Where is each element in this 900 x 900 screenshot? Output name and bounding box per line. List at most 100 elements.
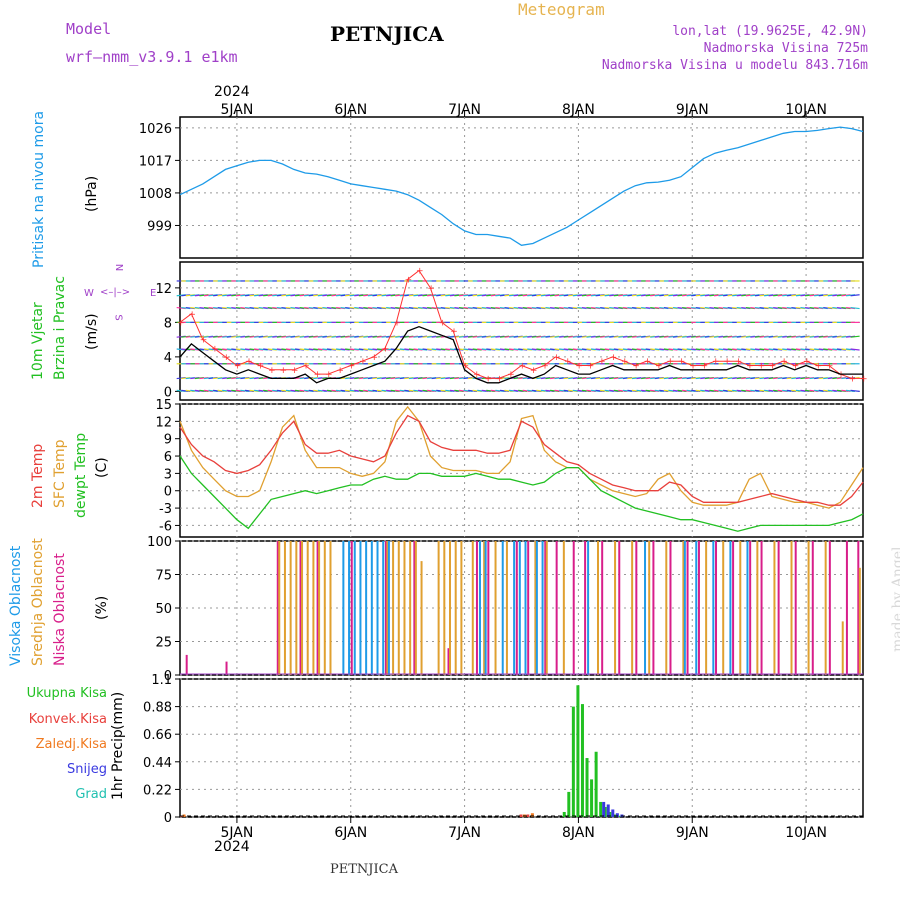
sfc-temp-line bbox=[179, 405, 864, 509]
cloud-bar bbox=[857, 541, 860, 675]
cloud-bar bbox=[845, 541, 848, 675]
gust-mark: + bbox=[814, 362, 822, 372]
gust-mark: + bbox=[792, 362, 800, 372]
gust-mark: + bbox=[803, 357, 811, 367]
cloud-bar bbox=[518, 541, 521, 675]
gust-mark: + bbox=[678, 357, 686, 367]
cloud-bar bbox=[359, 541, 362, 675]
ytick-label-1-3: 0 bbox=[164, 385, 172, 400]
gust-mark: + bbox=[541, 362, 549, 372]
cloud-bar bbox=[665, 541, 668, 675]
cloud-bar bbox=[669, 541, 672, 675]
cloud-bar bbox=[501, 541, 504, 675]
xtick-bottom-label-2: 7JAN bbox=[448, 825, 481, 841]
gust-mark: + bbox=[359, 357, 367, 367]
cloud-bar bbox=[437, 541, 440, 675]
precip-bar bbox=[603, 806, 607, 817]
coords-text: lon,lat (19.9625E, 42.9N) bbox=[672, 24, 868, 39]
ytick-label-1-2: 4 bbox=[164, 351, 172, 366]
cloud-bar bbox=[323, 541, 326, 675]
compass-east: E bbox=[150, 288, 157, 299]
compass-west: W bbox=[84, 288, 94, 299]
cloud-bar bbox=[329, 541, 332, 675]
cloud-bar bbox=[185, 654, 188, 675]
cloud-bar bbox=[682, 541, 685, 675]
cloud-bar bbox=[601, 541, 604, 675]
cloud-bar bbox=[828, 541, 831, 675]
cloud-bar bbox=[790, 541, 793, 675]
gust-mark: + bbox=[416, 267, 424, 277]
gust-mark: + bbox=[200, 336, 208, 346]
cloud-bar bbox=[225, 661, 228, 675]
wind-arrow bbox=[850, 306, 860, 310]
precip-bar bbox=[615, 813, 619, 817]
cloud-bar bbox=[739, 541, 742, 675]
cloud-bar bbox=[824, 541, 827, 675]
xtick-bottom-label-3: 8JAN bbox=[562, 825, 595, 841]
ytick-label-4-0: 1.1 bbox=[151, 673, 172, 688]
gust-line bbox=[179, 269, 863, 379]
cloud-bar bbox=[631, 541, 634, 675]
gust-mark: + bbox=[484, 374, 492, 384]
precip-bar bbox=[602, 801, 606, 817]
wind-speed-line bbox=[179, 326, 863, 384]
precip-bar bbox=[182, 814, 186, 817]
cloud-bar bbox=[596, 541, 599, 675]
cloud-bar bbox=[299, 541, 302, 675]
cloud-bar bbox=[858, 567, 861, 675]
ytick-label-3-1: 75 bbox=[155, 569, 172, 584]
ytick-label-0-3: 999 bbox=[147, 219, 172, 234]
ytick-label-2-4: 3 bbox=[164, 467, 172, 482]
gust-mark: + bbox=[746, 362, 754, 372]
precip-bar bbox=[585, 758, 589, 817]
xtick-bottom-label-5: 10JAN bbox=[785, 825, 827, 841]
panel-frame-4 bbox=[179, 678, 864, 818]
precip-bar bbox=[599, 801, 603, 817]
gust-mark: + bbox=[849, 374, 857, 384]
gust-mark: + bbox=[257, 362, 265, 372]
cloud-bar bbox=[487, 541, 490, 675]
precip-bar bbox=[519, 814, 523, 817]
cloud-bar bbox=[614, 541, 617, 675]
gust-mark: + bbox=[860, 374, 868, 384]
cloud-bar bbox=[513, 541, 516, 675]
xtick-top-label-3: 8JAN bbox=[562, 102, 595, 118]
gust-mark: + bbox=[621, 357, 629, 367]
cloud-bar bbox=[587, 541, 590, 675]
cloud-bar bbox=[350, 541, 353, 675]
ytick-label-4-3: 0.44 bbox=[143, 756, 172, 771]
ytick-label-0-2: 1008 bbox=[139, 187, 172, 202]
gust-mark: + bbox=[245, 357, 253, 367]
cloud-bar bbox=[749, 541, 752, 675]
gust-mark: + bbox=[507, 370, 515, 380]
cloud-bar bbox=[697, 541, 700, 675]
cloud-bar bbox=[397, 541, 400, 675]
gust-mark: + bbox=[439, 318, 447, 328]
gust-mark: + bbox=[188, 310, 196, 320]
year-top: 2024 bbox=[214, 84, 250, 100]
precip-bar bbox=[608, 811, 612, 817]
cloud-bar bbox=[760, 541, 763, 675]
xtick-bottom-label-1: 6JAN bbox=[334, 825, 367, 841]
cloud-bar bbox=[544, 541, 547, 675]
gust-mark: + bbox=[314, 370, 322, 380]
cloud-bar bbox=[705, 541, 708, 675]
precip-bar bbox=[611, 809, 615, 817]
cloud-bar bbox=[695, 541, 698, 675]
gust-mark: + bbox=[780, 357, 788, 367]
gust-mark: + bbox=[735, 357, 743, 367]
model-elevation-text: Nadmorska Visina u modelu 843.716m bbox=[601, 58, 868, 73]
cloud-bar bbox=[447, 648, 450, 675]
xtick-top-label-4: 9JAN bbox=[676, 102, 709, 118]
cloud-bar bbox=[454, 541, 457, 675]
cloud-bar bbox=[289, 541, 292, 675]
cloud-bar bbox=[729, 541, 732, 675]
gust-mark: + bbox=[325, 370, 333, 380]
cloud-bar bbox=[475, 541, 478, 675]
precip-bar bbox=[590, 779, 594, 817]
cloud-bar bbox=[484, 541, 487, 675]
cloud-bar bbox=[420, 561, 423, 675]
xtick-top-label-2: 7JAN bbox=[448, 102, 481, 118]
gust-mark: + bbox=[348, 362, 356, 372]
gust-mark: + bbox=[279, 366, 287, 376]
